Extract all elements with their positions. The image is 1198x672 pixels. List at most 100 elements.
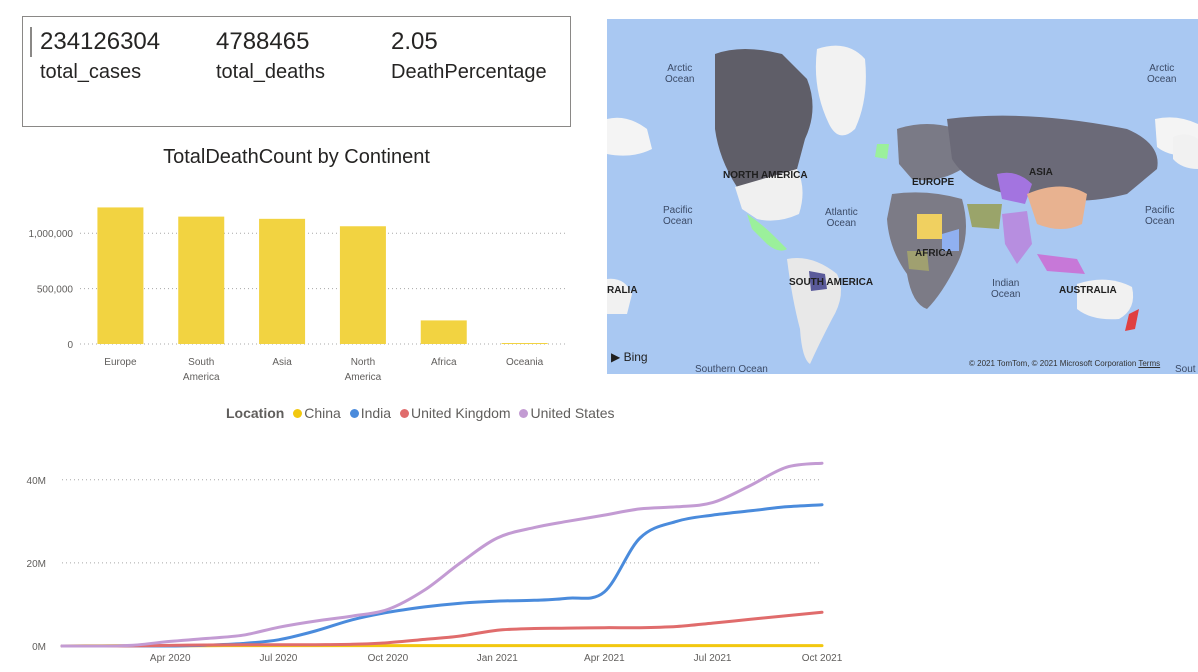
land-shape xyxy=(607,278,632,314)
map-label-indian: Indian Ocean xyxy=(991,278,1021,300)
x-tick-label: Jan 2021 xyxy=(477,653,519,664)
bing-label: Bing xyxy=(623,350,648,364)
x-tick-label: Jul 2021 xyxy=(694,653,732,664)
land-shape xyxy=(607,117,652,156)
map-attribution: © 2021 TomTom, © 2021 Microsoft Corporat… xyxy=(969,359,1160,368)
x-tick-label: Oceania xyxy=(506,357,544,368)
map-label-arctic-right: Arctic Ocean xyxy=(1147,63,1177,85)
legend-label: United Kingdom xyxy=(410,405,511,421)
y-tick-label: 1,000,000 xyxy=(29,229,74,240)
china-shape xyxy=(1027,186,1087,229)
map-label-southern-ocean-cut: Sout xyxy=(1175,364,1196,374)
series-line-us[interactable] xyxy=(60,461,824,648)
map-label-atlantic: Atlantic Ocean xyxy=(825,207,858,229)
kpi-label: DeathPercentage xyxy=(391,61,547,83)
greenland-shape xyxy=(815,45,866,136)
map-label-south-america: SOUTH AMERICA xyxy=(789,277,874,288)
kpi-label: total_deaths xyxy=(216,61,325,83)
map-label-pacific-right: Pacific Ocean xyxy=(1145,205,1175,227)
x-tick-label: Europe xyxy=(104,357,137,368)
kpi-value: 4788465 xyxy=(216,28,310,55)
y-tick-label: 40M xyxy=(27,476,46,487)
kpi-total-cases: 234126304 total_cases xyxy=(40,27,160,87)
terms-link[interactable]: Terms xyxy=(1138,359,1161,368)
usa-shape xyxy=(735,169,803,221)
brazil-shape xyxy=(809,271,827,291)
line-chart[interactable]: 0M 20M 40M Apr 2020 Jul 2020 Oct 2020 Jan 2021… xyxy=(0,440,860,672)
world-map[interactable]: Arctic Ocean Arctic Ocean Pacific Ocean Pac… xyxy=(607,19,1198,374)
map-label-africa: AFRICA xyxy=(915,248,953,259)
bar[interactable] xyxy=(420,320,467,344)
legend-label: United States xyxy=(530,405,615,421)
kpi-card[interactable]: 234126304 total_cases 4788465 total_deat… xyxy=(22,16,571,127)
map-label-arctic-left: Arctic Ocean xyxy=(665,63,695,85)
mexico-shape xyxy=(747,214,787,251)
x-tick-label: Oct 2020 xyxy=(368,653,409,664)
map-label-asia: ASIA xyxy=(1029,167,1053,178)
map-label-europe: EUROPE xyxy=(912,177,955,188)
map-canvas xyxy=(607,19,1198,374)
map-label-north-america: NORTH AMERICA xyxy=(723,170,808,181)
new-zealand-shape xyxy=(1125,309,1139,331)
land-shape xyxy=(917,214,942,239)
legend-item-uk[interactable]: United Kingdom xyxy=(395,405,511,421)
legend-label: India xyxy=(360,405,392,421)
y-tick-label: 0 xyxy=(67,340,73,351)
map-label-australia: AUSTRALIA xyxy=(1059,285,1117,296)
card-accent-bar xyxy=(30,27,32,57)
land-shape xyxy=(1037,254,1085,274)
bar[interactable] xyxy=(178,216,225,344)
bar[interactable] xyxy=(339,226,386,344)
attribution-text: © 2021 TomTom, © 2021 Microsoft Corporat… xyxy=(969,359,1137,368)
legend-item-china[interactable]: China xyxy=(288,405,341,421)
land-shape xyxy=(907,251,929,271)
bing-logo[interactable]: ▶ Bing xyxy=(611,350,648,364)
x-tick-label: America xyxy=(345,372,382,383)
legend-label: China xyxy=(304,405,341,421)
line-chart-legend: Location China India United Kingdom Unit… xyxy=(226,405,615,421)
canada-shape xyxy=(715,49,813,189)
bar[interactable] xyxy=(259,218,306,344)
x-tick-label: Africa xyxy=(431,357,457,368)
land-shape xyxy=(997,172,1032,204)
bar-chart[interactable]: 0 500,000 1,000,000 Europe South America Asia N… xyxy=(0,180,600,390)
legend-dot xyxy=(349,409,359,418)
y-tick-label: 500,000 xyxy=(37,285,74,296)
land-shape xyxy=(942,229,959,251)
y-tick-label: 20M xyxy=(27,559,46,570)
australia-shape xyxy=(1077,279,1134,320)
south-america-shape xyxy=(787,258,841,364)
kpi-value: 2.05 xyxy=(391,28,438,55)
kpi-label: total_cases xyxy=(40,61,142,83)
bar-chart-title: TotalDeathCount by Continent xyxy=(163,146,430,168)
series-line-uk[interactable] xyxy=(60,610,824,648)
legend-title: Location xyxy=(226,405,285,421)
land-shape xyxy=(875,144,889,159)
land-shape xyxy=(967,204,1002,229)
x-tick-label: America xyxy=(183,372,220,383)
x-tick-label: Oct 2021 xyxy=(802,653,843,664)
map-label-australia-cut: RALIA xyxy=(607,285,638,296)
bing-icon: ▶ xyxy=(611,350,621,364)
africa-shape xyxy=(887,192,966,309)
legend-dot xyxy=(519,409,529,418)
bar[interactable] xyxy=(97,207,144,344)
legend-dot xyxy=(399,409,409,418)
kpi-value: 234126304 xyxy=(40,28,161,55)
x-tick-label: Apr 2020 xyxy=(150,653,191,664)
europe-shape xyxy=(897,124,962,181)
legend-dot xyxy=(293,409,303,418)
x-tick-label: North xyxy=(351,357,375,368)
map-label-pacific-left: Pacific Ocean xyxy=(663,205,693,227)
x-tick-label: Apr 2021 xyxy=(584,653,625,664)
kpi-total-deaths: 4788465 total_deaths xyxy=(216,27,325,87)
india-shape xyxy=(1002,211,1032,264)
x-tick-label: Asia xyxy=(272,357,292,368)
x-tick-label: Jul 2020 xyxy=(260,653,298,664)
bar[interactable] xyxy=(501,343,548,344)
y-tick-label: 0M xyxy=(32,642,46,653)
legend-item-india[interactable]: India xyxy=(345,405,391,421)
legend-item-us[interactable]: United States xyxy=(514,405,615,421)
kpi-death-percentage: 2.05 DeathPercentage xyxy=(391,27,547,87)
land-shape xyxy=(1173,134,1198,169)
